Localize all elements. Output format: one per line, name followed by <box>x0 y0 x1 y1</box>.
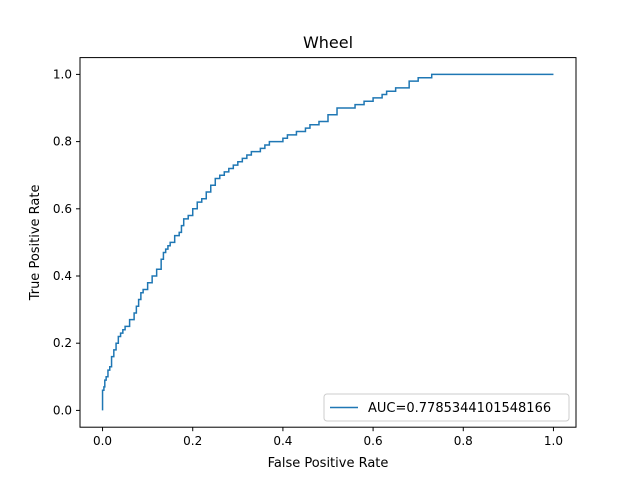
y-axis-label: True Positive Rate <box>28 184 43 301</box>
y-tick-label: 0.4 <box>53 269 72 283</box>
x-tick-label: 1.0 <box>544 434 563 448</box>
y-axis-ticks: 0.0 0.2 0.4 0.6 0.8 1.0 <box>53 67 80 417</box>
legend: AUC=0.7785344101548166 <box>323 393 570 422</box>
legend-entry-label: AUC=0.7785344101548166 <box>368 401 551 416</box>
chart-title: Wheel <box>303 33 353 52</box>
legend-box <box>323 393 570 422</box>
y-tick-label: 0.2 <box>53 336 72 350</box>
x-tick-label: 0.2 <box>183 434 202 448</box>
axes-frame <box>79 57 577 428</box>
y-tick-label: 0.0 <box>53 403 72 417</box>
y-tick-label: 0.6 <box>53 202 72 216</box>
roc-curve-line <box>101 73 554 411</box>
x-axis-ticks: 0.0 0.2 0.4 0.6 0.8 1.0 <box>93 427 563 448</box>
plot-area <box>79 57 577 428</box>
x-tick-label: 0.6 <box>364 434 383 448</box>
x-axis-label: False Positive Rate <box>268 456 389 471</box>
x-tick-label: 0.8 <box>454 434 473 448</box>
y-tick-label: 0.8 <box>53 135 72 149</box>
y-tick-label: 1.0 <box>53 67 72 81</box>
x-tick-label: 0.4 <box>273 434 292 448</box>
x-tick-label: 0.0 <box>93 434 112 448</box>
